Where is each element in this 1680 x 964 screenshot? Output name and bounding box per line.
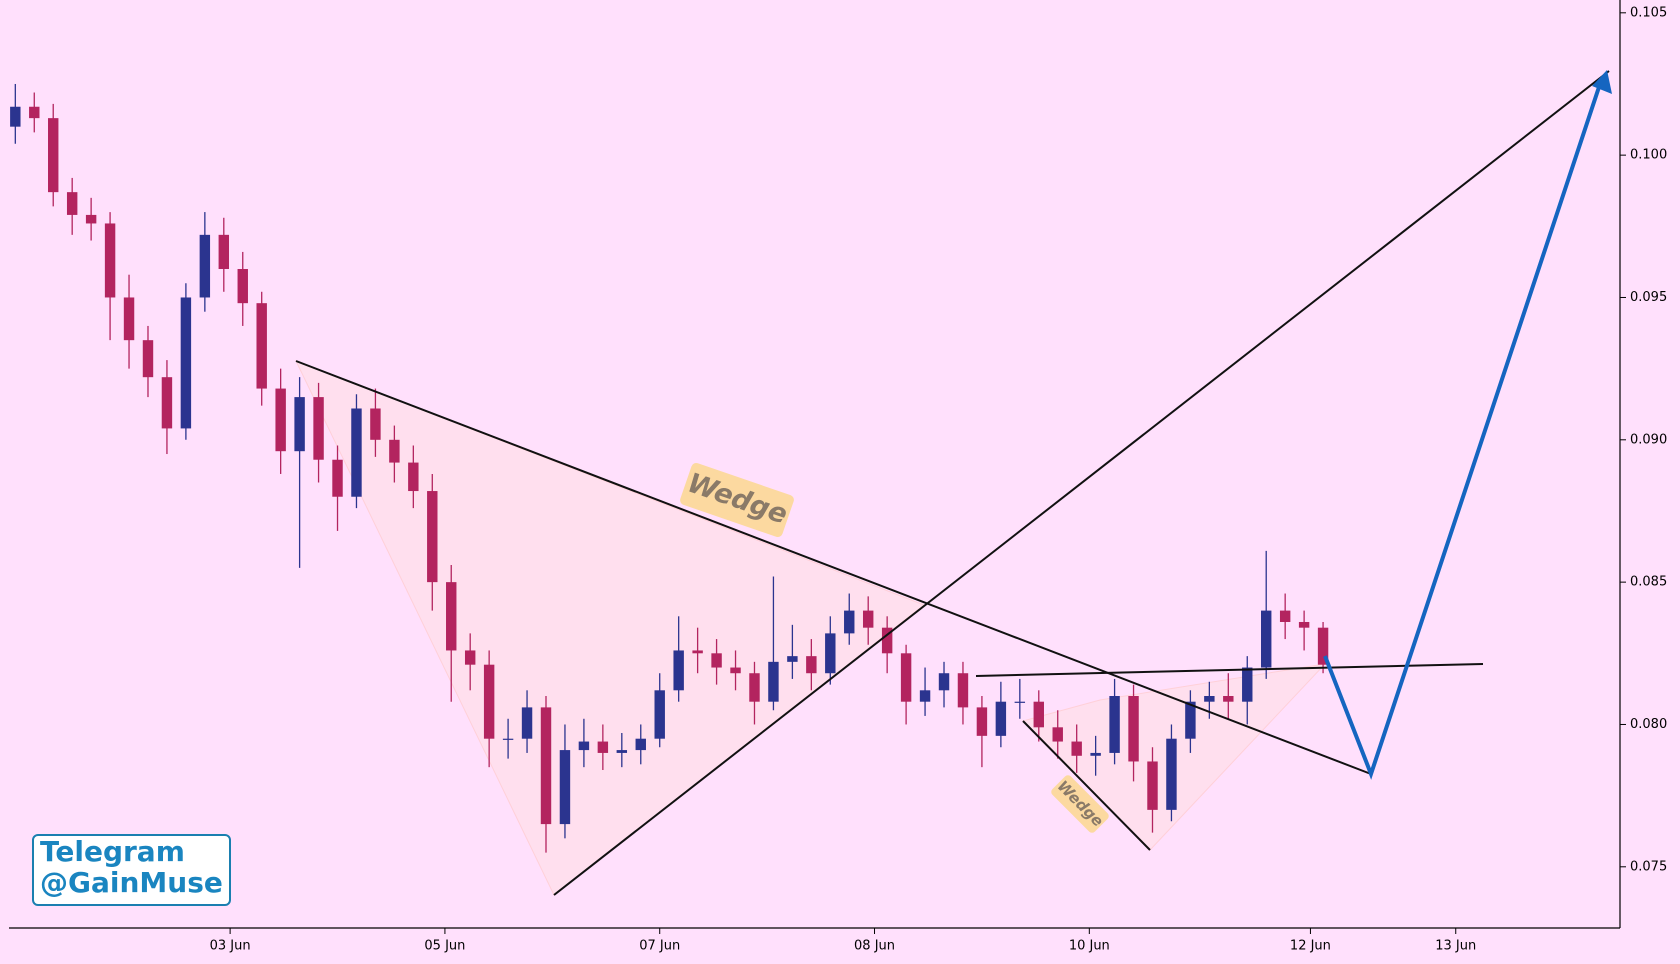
y-tick-label: 0.080: [1630, 717, 1667, 732]
x-tick-label: 05 Jun: [424, 939, 465, 954]
candle-body: [161, 377, 173, 429]
candle-body: [1090, 752, 1101, 756]
candle-body: [635, 738, 646, 751]
candle-body: [408, 462, 419, 492]
candle-body: [332, 459, 343, 497]
candle-body: [938, 673, 950, 691]
candle-body: [976, 707, 988, 736]
candle-body: [142, 340, 154, 378]
watermark-box: [32, 834, 231, 906]
candle-body: [1147, 761, 1158, 810]
x-tick-label: 07 Jun: [639, 939, 680, 954]
candle-body: [1223, 696, 1234, 702]
watermark: Telegram @GainMuse: [32, 834, 231, 906]
candle-body: [521, 707, 533, 739]
candle-body: [29, 106, 40, 119]
candle-body: [351, 408, 362, 497]
candle-body: [1242, 667, 1253, 702]
watermark-text: @GainMuse: [40, 866, 223, 899]
candle-body: [218, 234, 230, 270]
candle-body: [313, 397, 324, 460]
x-tick-label: 13 Jun: [1435, 939, 1476, 954]
candle-body: [654, 690, 665, 739]
candle-body: [66, 192, 78, 215]
x-tick-label: 10 Jun: [1069, 939, 1110, 954]
candle-body: [370, 408, 381, 440]
label-box: [1051, 775, 1109, 833]
candle-body: [1109, 696, 1120, 753]
candle-body: [1128, 696, 1139, 762]
candle-body: [104, 223, 116, 298]
candle-body: [464, 650, 476, 665]
candle-body: [749, 673, 760, 702]
candle-body: [294, 397, 305, 452]
label-box: [680, 462, 794, 538]
candle-body: [919, 690, 931, 702]
candle-body: [692, 650, 703, 654]
y-tick-label: 0.105: [1630, 5, 1667, 20]
y-tick-label: 0.085: [1630, 575, 1667, 590]
candle-body: [10, 106, 21, 127]
candle-body: [1033, 701, 1044, 728]
candle-body: [1166, 738, 1177, 810]
candle-body: [502, 738, 514, 740]
candle-body: [1185, 701, 1196, 739]
candle-body: [787, 656, 798, 662]
y-tick-label: 0.095: [1630, 290, 1667, 305]
candle-body: [389, 439, 400, 463]
candle-body: [1014, 701, 1026, 703]
candle-body: [1317, 627, 1329, 665]
candle-body: [957, 673, 969, 708]
candle-body: [256, 303, 267, 389]
candle-body: [275, 388, 286, 452]
y-tick-label: 0.100: [1630, 148, 1667, 163]
x-tick-label: 03 Jun: [210, 939, 251, 954]
candle-body: [427, 491, 438, 583]
candle-body: [237, 269, 248, 304]
candle-body: [559, 750, 571, 825]
candles: [10, 83, 1329, 853]
candle-body: [995, 701, 1007, 736]
trend-line: [295, 360, 1372, 775]
candle-body: [900, 653, 912, 702]
candle-body: [730, 667, 741, 674]
candle-body: [806, 656, 817, 674]
x-tick-label: 12 Jun: [1290, 939, 1331, 954]
candle-body: [446, 582, 457, 651]
candle-body: [1279, 610, 1291, 622]
projection-arrow: [1592, 70, 1612, 94]
candle-body: [578, 741, 590, 751]
candle-body: [1204, 696, 1215, 702]
candle-body: [881, 627, 893, 654]
y-tick-label: 0.090: [1630, 432, 1667, 447]
candle-body: [123, 297, 135, 341]
candle-body: [540, 707, 552, 825]
candle-body: [85, 214, 97, 224]
candle-body: [711, 653, 722, 668]
trend-line: [1022, 720, 1151, 851]
x-tick-label: 08 Jun: [854, 939, 895, 954]
candle-body: [1260, 610, 1272, 668]
projection-path: [1323, 83, 1602, 780]
candle-body: [199, 234, 211, 298]
candle-body: [673, 650, 684, 691]
candle-body: [597, 741, 609, 753]
candle-body: [825, 633, 836, 674]
candle-body: [483, 664, 495, 739]
trend-line: [975, 663, 1484, 677]
y-tick-label: 0.075: [1630, 859, 1667, 874]
candle-body: [844, 610, 855, 634]
candle-body: [1052, 727, 1063, 742]
trend-line: [553, 70, 1610, 896]
candle-body: [1298, 621, 1310, 628]
candle-body: [48, 118, 59, 193]
candle-body: [180, 297, 192, 429]
candle-body: [616, 750, 628, 753]
watermark-text: Telegram: [40, 835, 185, 868]
candle-body: [862, 610, 874, 628]
candle-body: [768, 661, 779, 702]
candle-body: [1071, 741, 1082, 756]
